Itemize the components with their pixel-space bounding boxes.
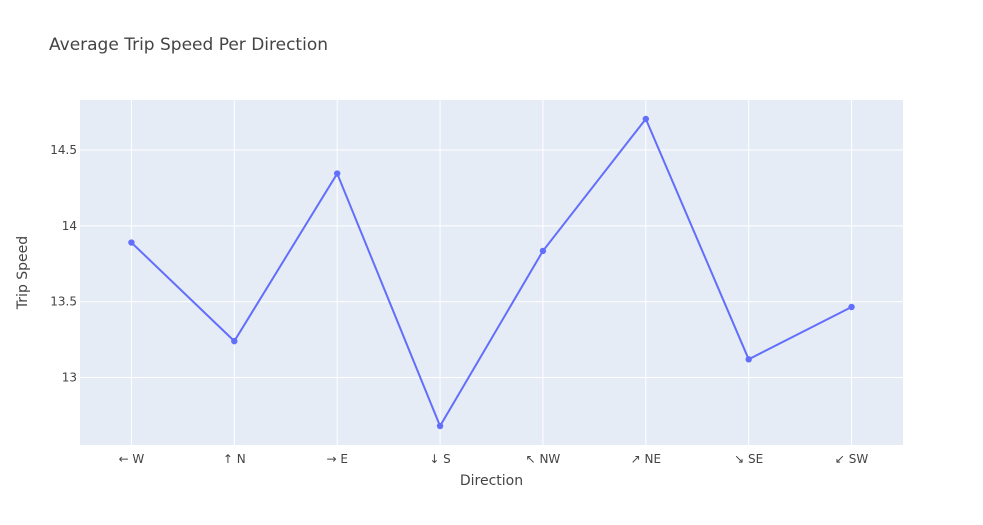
y-tick-label: 13.5 [50, 295, 77, 309]
data-point [333, 170, 341, 177]
x-tick-label: ↗ NE [631, 452, 661, 466]
data-point [231, 337, 238, 345]
x-axis-ticks: ← W ↑ N → E ↓ S ↖ NW ↗ NE ↘ SE ↙ SW [119, 452, 869, 466]
chart-title: Average Trip Speed Per Direction [49, 35, 328, 55]
data-point [642, 115, 650, 123]
x-tick-label: ↙ SW [835, 452, 868, 466]
y-axis-ticks: 13 13.5 14 14.5 [50, 143, 77, 384]
x-tick-label: → E [326, 452, 347, 466]
data-point [539, 247, 547, 255]
data-point [745, 356, 752, 363]
plot-area [80, 100, 903, 445]
y-tick-label: 14 [62, 219, 77, 233]
data-point [848, 303, 855, 311]
data-point [436, 422, 444, 430]
data-point [128, 239, 135, 246]
y-tick-label: 13 [62, 371, 77, 385]
gridlines [80, 100, 903, 445]
y-tick-label: 14.5 [50, 143, 77, 157]
data-points [128, 115, 855, 430]
x-tick-label: ↘ SE [734, 452, 763, 466]
x-axis-title: Direction [460, 473, 523, 489]
y-axis-title: Trip Speed [15, 236, 31, 310]
x-tick-label: ↖ NW [526, 452, 561, 466]
series-line [130, 117, 853, 429]
x-tick-label: ↓ S [429, 452, 451, 466]
x-tick-label: ↑ N [223, 452, 246, 466]
x-tick-label: ← W [119, 452, 145, 466]
